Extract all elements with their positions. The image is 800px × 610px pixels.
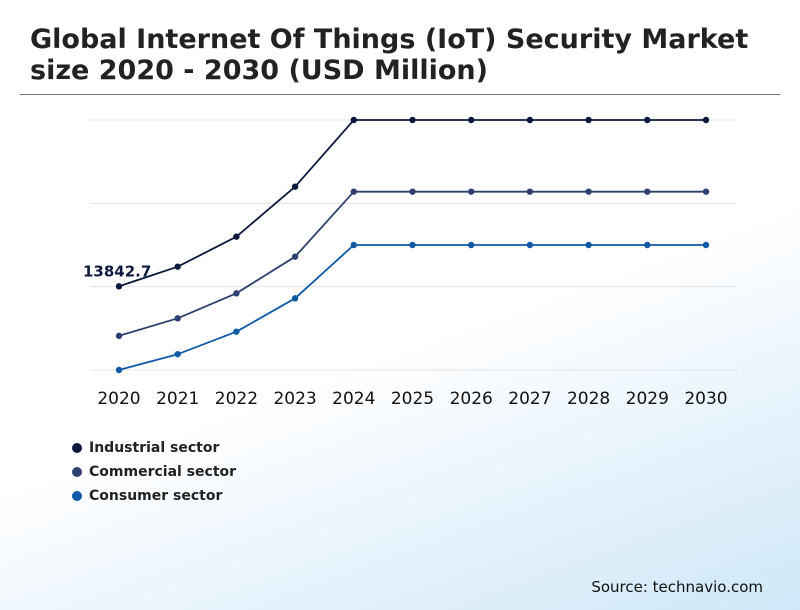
legend-label-commercial: Commercial sector	[89, 464, 237, 480]
x-tick-label: 2029	[626, 389, 669, 409]
data-point	[115, 332, 123, 340]
legend-label-consumer: Consumer sector	[89, 488, 223, 504]
data-point	[702, 188, 710, 195]
legend-item-commercial: Commercial sector	[72, 460, 236, 484]
data-point	[702, 241, 710, 249]
legend-label-industrial: Industrial sector	[89, 440, 220, 456]
x-tick-label: 2024	[332, 389, 375, 409]
data-point	[233, 233, 240, 240]
data-point	[350, 116, 357, 124]
series-line	[118, 244, 706, 371]
title-divider	[20, 94, 780, 95]
legend: Industrial sector Commercial sector Cons…	[72, 436, 236, 508]
data-point	[585, 116, 592, 124]
data-point	[644, 188, 651, 195]
source-credit: Source: technavio.com	[591, 578, 763, 596]
x-tick-label: 2020	[97, 389, 140, 409]
data-point	[174, 263, 181, 270]
x-tick-label: 2025	[391, 389, 434, 409]
series-line	[118, 190, 706, 337]
x-tick-label: 2021	[156, 389, 199, 409]
data-point	[526, 188, 534, 195]
data-point	[644, 241, 651, 249]
data-point	[526, 116, 534, 124]
x-tick-label: 2022	[215, 389, 258, 409]
data-point	[468, 116, 475, 124]
data-point	[409, 241, 416, 249]
data-point	[174, 315, 181, 322]
data-point	[409, 188, 416, 195]
x-tick-label: 2023	[273, 389, 316, 409]
data-point	[291, 183, 299, 190]
data-point	[291, 295, 299, 302]
chart-title: Global Internet Of Things (IoT) Security…	[30, 24, 749, 86]
data-point	[702, 116, 710, 124]
legend-item-consumer: Consumer sector	[72, 484, 236, 508]
data-point	[350, 241, 357, 249]
data-point	[350, 188, 357, 195]
x-tick-label: 2030	[684, 389, 727, 409]
data-point	[409, 116, 416, 124]
legend-marker-industrial	[72, 443, 82, 453]
data-point	[585, 241, 592, 249]
data-point	[468, 188, 475, 195]
data-point	[233, 290, 240, 297]
x-tick-label: 2026	[450, 389, 493, 409]
data-point	[174, 350, 181, 358]
data-point	[585, 188, 592, 195]
data-point	[233, 328, 240, 335]
legend-marker-consumer	[72, 491, 82, 501]
data-point	[115, 283, 123, 290]
legend-item-industrial: Industrial sector	[72, 436, 236, 460]
data-point	[115, 366, 123, 374]
data-label: 13842.7	[83, 262, 151, 280]
data-point	[468, 241, 475, 249]
data-point	[644, 116, 651, 124]
data-point	[526, 241, 534, 249]
x-tick-label: 2028	[567, 389, 610, 409]
x-tick-label: 2027	[508, 389, 551, 409]
legend-marker-commercial	[72, 467, 82, 477]
data-point	[291, 253, 299, 260]
